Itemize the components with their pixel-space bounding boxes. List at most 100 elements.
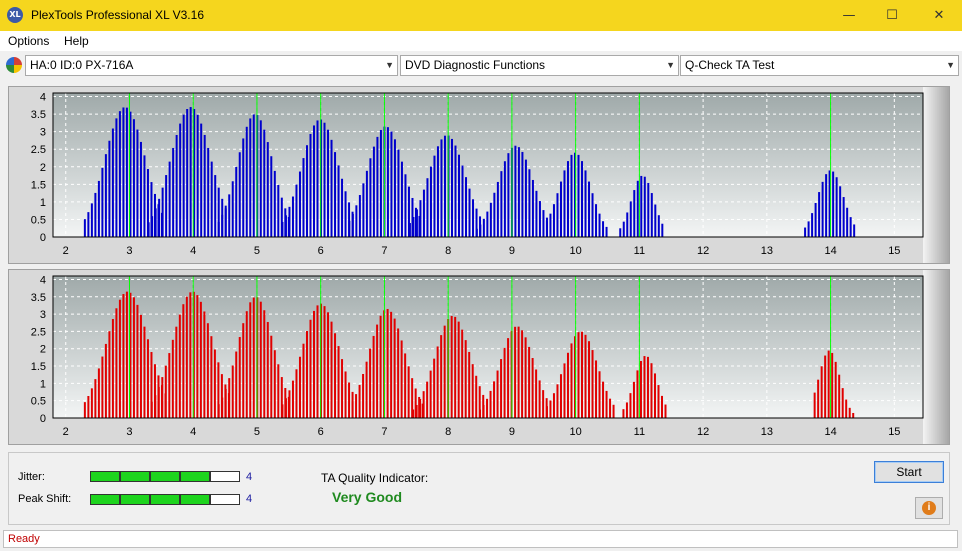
- histogram-bar: [242, 138, 245, 237]
- histogram-bar: [147, 222, 150, 237]
- histogram-bar: [90, 203, 93, 237]
- histogram-bar: [277, 184, 280, 237]
- histogram-bar: [270, 156, 273, 237]
- histogram-bar: [454, 145, 457, 237]
- histogram-bar: [302, 158, 305, 237]
- histogram-bar: [111, 319, 114, 418]
- chevron-down-icon: ▼: [946, 60, 955, 70]
- histogram-bar: [482, 218, 485, 237]
- x-tick-label: 15: [888, 426, 900, 438]
- test-select[interactable]: Q-Check TA Test ▼: [680, 55, 959, 76]
- histogram-bar: [653, 373, 656, 418]
- histogram-bar: [150, 401, 153, 418]
- histogram-bar: [277, 364, 280, 418]
- histogram-bar: [657, 215, 660, 237]
- jitter-value: 4: [246, 471, 253, 483]
- histogram-bar: [400, 161, 403, 237]
- histogram-bar: [535, 190, 538, 237]
- y-tick-label: 3: [40, 127, 46, 139]
- histogram-bar: [178, 314, 181, 418]
- close-button[interactable]: ✕: [933, 8, 945, 23]
- histogram-bar: [213, 349, 216, 418]
- histogram-bar: [390, 311, 393, 418]
- histogram-bar: [845, 399, 848, 418]
- y-tick-label: 2: [40, 162, 46, 174]
- histogram-bar: [221, 214, 224, 237]
- histogram-bar: [369, 158, 372, 237]
- histogram-bar: [646, 356, 649, 418]
- histogram-bar: [118, 299, 121, 418]
- histogram-bar: [115, 308, 118, 418]
- histogram-bar: [295, 184, 298, 237]
- histogram-bar: [87, 212, 90, 237]
- histogram-bar: [556, 384, 559, 418]
- histogram-bar: [804, 227, 807, 237]
- jitter-meter-segment: [180, 471, 210, 482]
- histogram-bar: [330, 321, 333, 418]
- histogram-bar: [376, 136, 379, 237]
- info-button[interactable]: i: [915, 497, 943, 519]
- function-select[interactable]: DVD Diagnostic Functions ▼: [400, 55, 679, 76]
- histogram-bar: [821, 181, 824, 237]
- histogram-bar: [588, 341, 591, 418]
- histogram-bar: [217, 362, 220, 418]
- histogram-bar: [97, 180, 100, 237]
- histogram-bar: [150, 352, 153, 418]
- histogram-bar: [598, 213, 601, 237]
- start-button[interactable]: Start: [874, 461, 944, 483]
- histogram-bar: [193, 108, 196, 237]
- minimize-button[interactable]: —: [842, 8, 856, 23]
- histogram-bar: [625, 402, 628, 418]
- histogram-bar: [175, 134, 178, 237]
- histogram-bar: [386, 127, 389, 237]
- histogram-bar: [203, 134, 206, 237]
- histogram-bar: [813, 392, 816, 418]
- histogram-bar: [351, 401, 354, 418]
- histogram-bar: [602, 381, 605, 418]
- histogram-bar: [629, 201, 632, 237]
- histogram-bar: [566, 161, 569, 237]
- histogram-bar: [817, 379, 820, 418]
- x-tick-label: 11: [634, 245, 645, 257]
- histogram-bar: [574, 152, 576, 237]
- histogram-bar: [419, 200, 422, 237]
- histogram-bar: [436, 146, 439, 237]
- histogram-bar: [298, 356, 301, 418]
- histogram-bar: [412, 217, 415, 237]
- histogram-bar: [429, 370, 432, 418]
- histogram-bar: [235, 166, 238, 237]
- histogram-bar: [661, 395, 663, 418]
- histogram-bar: [479, 409, 482, 418]
- histogram-bar: [393, 318, 396, 418]
- histogram-bar: [249, 302, 252, 418]
- histogram-bar: [584, 170, 587, 237]
- quality-indicator-label: TA Quality Indicator:: [321, 471, 429, 485]
- histogram-bar: [848, 407, 851, 418]
- x-tick-label: 15: [888, 245, 900, 257]
- histogram-bar: [136, 304, 139, 418]
- histogram-bar: [636, 180, 639, 237]
- histogram-bar: [820, 366, 823, 418]
- histogram-bar: [87, 395, 90, 418]
- histogram-bar: [185, 296, 188, 418]
- menu-help[interactable]: Help: [64, 34, 89, 48]
- menu-options[interactable]: Options: [8, 34, 50, 48]
- histogram-bar: [192, 291, 195, 418]
- histogram-bar: [270, 335, 273, 418]
- maximize-button[interactable]: ☐: [886, 8, 898, 23]
- histogram-bar: [612, 404, 615, 418]
- histogram-bar: [622, 409, 625, 418]
- histogram-bar: [471, 364, 474, 418]
- x-tick-label: 3: [126, 245, 132, 257]
- x-tick-label: 13: [761, 245, 773, 257]
- histogram-bar: [313, 310, 315, 418]
- histogram-bar: [189, 107, 192, 237]
- histogram-bar: [475, 208, 478, 237]
- histogram-bar: [379, 129, 382, 237]
- histogram-bar: [542, 210, 545, 237]
- histogram-bar: [545, 221, 548, 237]
- histogram-bar: [207, 147, 210, 237]
- histogram-bar: [493, 381, 496, 418]
- drive-select[interactable]: HA:0 ID:0 PX-716A ▼: [25, 55, 398, 76]
- histogram-bar: [323, 122, 326, 237]
